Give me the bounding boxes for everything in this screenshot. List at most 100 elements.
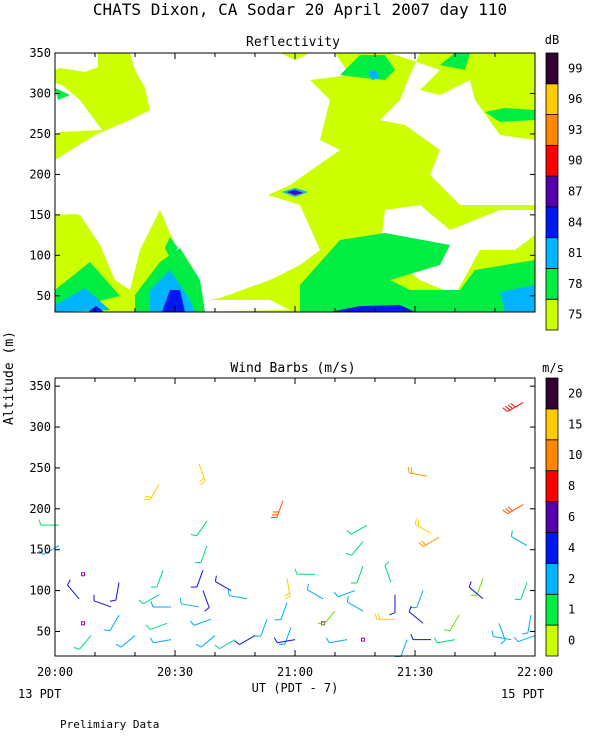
x-tick-label: 20:30 — [157, 665, 193, 679]
barb-flag — [345, 552, 352, 556]
colorbar-tick-label: 0 — [568, 634, 575, 648]
wind-barb — [138, 594, 160, 605]
barb-flag — [505, 508, 511, 513]
barb-shaft — [115, 582, 120, 601]
barb-shaft — [449, 614, 460, 631]
contour-81-a — [55, 288, 110, 312]
barb-shaft — [517, 635, 536, 643]
barb-shaft — [511, 536, 528, 547]
barb-flag — [145, 624, 151, 630]
barb-shaft — [307, 589, 324, 600]
wind-barb — [414, 518, 432, 534]
wind-barb — [284, 578, 291, 600]
wind-barb — [73, 635, 92, 650]
barb-flag — [389, 612, 396, 616]
barb-shaft — [181, 603, 200, 608]
barb-shaft — [202, 590, 210, 608]
reflectivity-panel: Reflectivity — [29, 33, 582, 331]
y-tick-label: 300 — [29, 420, 51, 434]
reflectivity-axes: 50 100 150 200 250 300 350 — [29, 46, 536, 312]
y-tick-label: 350 — [29, 379, 51, 393]
barb-shaft — [329, 639, 348, 644]
barb-shaft — [143, 594, 160, 605]
colorbar-swatch — [545, 114, 559, 146]
barb-shaft — [215, 581, 232, 592]
wind-barb — [179, 597, 200, 608]
colorbar-tick-label: 20 — [568, 386, 582, 400]
barb-shaft — [280, 602, 288, 620]
barb-flag — [374, 613, 378, 620]
wind-barb — [150, 569, 164, 588]
colorbar-swatch — [545, 83, 559, 115]
x-tick-label: 21:30 — [397, 665, 433, 679]
contour-78-f — [485, 108, 535, 122]
white-gap-5 — [380, 53, 535, 205]
contour-78-c — [300, 233, 535, 312]
barb-flag — [502, 407, 508, 412]
wind-barb — [374, 613, 395, 620]
wind-barb — [408, 605, 424, 624]
barb-flag — [513, 636, 519, 643]
contour-78-d — [340, 55, 395, 80]
colorbar-tick-label: 75 — [568, 308, 582, 322]
barb-flag — [38, 519, 42, 526]
barb-flag — [284, 592, 290, 597]
barb-shaft — [356, 565, 364, 584]
colorbar-tick-label: 4 — [568, 541, 575, 555]
wind-barb — [510, 530, 528, 547]
calm-marker — [361, 637, 365, 642]
barb-flag — [521, 632, 528, 635]
reflectivity-contours — [55, 53, 535, 312]
barb-flag — [149, 637, 154, 644]
white-gap-7 — [185, 290, 290, 312]
barb-shaft — [520, 582, 528, 600]
wind-barb — [103, 614, 120, 632]
barb-flag — [510, 530, 513, 537]
wind-barb — [194, 545, 208, 564]
reflectivity-colorbar-label: dB — [545, 33, 559, 47]
barb-flag — [407, 467, 410, 474]
barb-flag — [138, 599, 144, 605]
barb-shaft — [527, 615, 532, 633]
wind-barb — [513, 635, 536, 643]
wind-barb — [345, 541, 364, 556]
colorbar-swatch — [545, 532, 559, 564]
colorbar-tick-label: 93 — [568, 123, 582, 137]
x-axis-label: UT (PDT - 7) — [252, 681, 339, 695]
colorbar-tick-label: 81 — [568, 246, 582, 260]
y-tick-label: 250 — [29, 461, 51, 475]
barb-flag — [150, 601, 154, 608]
y-tick-label: 100 — [29, 248, 51, 262]
colorbar-swatch — [545, 237, 559, 269]
barb-shaft — [416, 590, 424, 608]
wind-barb — [202, 590, 210, 612]
wind-barb — [389, 594, 396, 616]
barb-flag — [66, 579, 71, 586]
barb-shaft — [400, 639, 408, 657]
y-tick-label: 50 — [37, 289, 51, 303]
contour-81-c — [500, 285, 535, 312]
colorbar-swatch — [545, 175, 559, 208]
barb-flag — [507, 506, 513, 512]
y-tick-label: 150 — [29, 543, 51, 557]
contour-78-e — [440, 53, 470, 70]
wind-barb — [325, 637, 348, 644]
wind-barb — [491, 630, 512, 641]
wind-barb — [274, 602, 288, 621]
barb-flag — [145, 495, 152, 498]
barb-flag — [510, 402, 516, 408]
y-tick-label: 250 — [29, 127, 51, 141]
wind-barb-title: Wind Barbs (m/s) — [230, 361, 355, 376]
figure-title: CHATS Dixon, CA Sodar 20 April 2007 day … — [93, 0, 507, 19]
barb-flag — [227, 589, 230, 596]
barb-flag — [500, 639, 506, 645]
barb-flag — [234, 640, 240, 645]
barb-flag — [103, 629, 111, 632]
colorbar-swatch — [545, 470, 559, 502]
white-gap-4 — [55, 53, 350, 300]
barb-flag — [410, 633, 414, 640]
barb-flag — [507, 404, 513, 409]
wind-colorbar-label: m/s — [542, 361, 564, 375]
wind-barb — [273, 637, 296, 644]
contour-78-h — [165, 237, 178, 258]
